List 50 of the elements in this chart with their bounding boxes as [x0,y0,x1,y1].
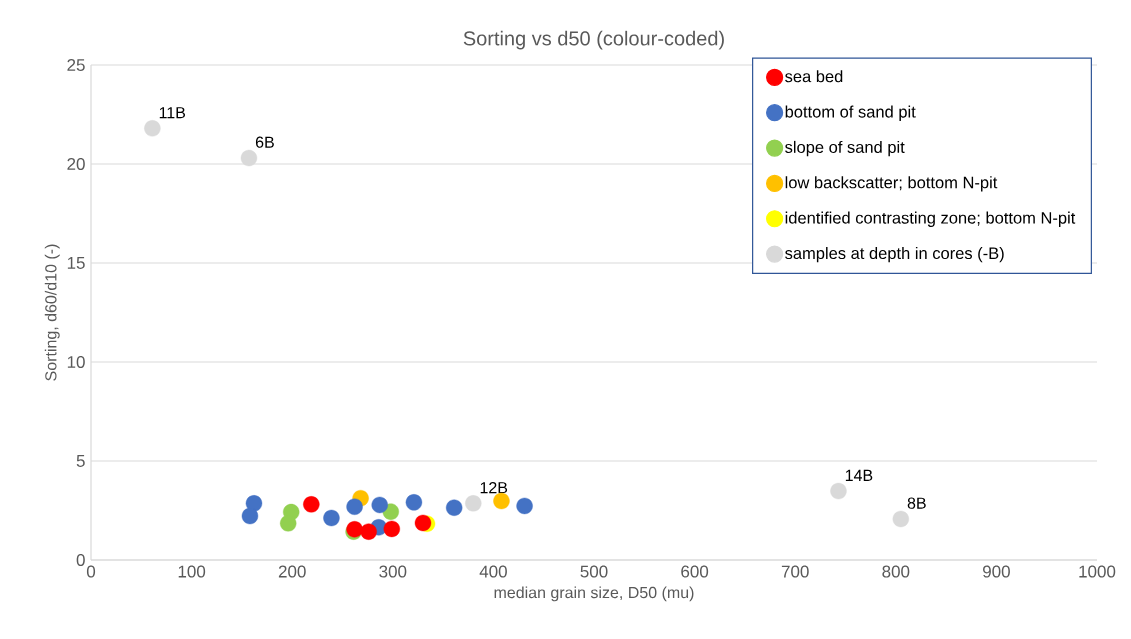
point [465,495,482,512]
x-tick-label: 500 [580,565,608,578]
point [360,523,377,540]
point [241,507,259,525]
y-tick-label: 25 [67,58,85,72]
y-axis-title: Sorting, d60/d10 (-) [44,244,60,381]
point [383,520,400,538]
y-tick-label: 0 [76,553,85,567]
legend-label: sea bed [785,70,843,83]
legend-label: slope of sand pit [785,140,905,157]
x-tick-label: 800 [882,565,910,578]
x-tick-label: 0 [86,565,96,578]
x-axis-title: median grain size, D50 (mu) [494,586,694,602]
x-tick-label: 400 [479,565,507,578]
legend-label: identified contrasting zone; bottom N-pit [785,211,1076,227]
y-tick-label: 10 [67,355,85,369]
point [323,509,340,527]
point [516,497,533,515]
legend-label: samples at depth in cores (-B) [785,246,1004,263]
annotation: 11B [159,107,186,119]
y-tick-label: 20 [67,157,85,171]
point [279,515,297,532]
point [445,499,463,516]
point [892,510,910,528]
x-tick-label: 600 [681,565,709,578]
point [414,514,432,532]
annotation: 6B [255,136,274,148]
x-tick-label: 900 [983,565,1010,578]
point [346,498,363,515]
point [830,482,847,500]
y-tick-label: 15 [67,257,85,269]
point [371,496,388,514]
annotation: 8B [907,497,926,509]
x-tick-label: 700 [781,565,809,578]
x-tick-label: 1000 [1079,565,1116,578]
point [405,494,423,511]
point [240,149,258,167]
point [303,496,320,513]
annotation: 14B [845,469,873,481]
point [493,492,510,510]
x-tick-label: 200 [278,565,306,578]
y-tick-label: 5 [76,455,85,467]
annotation: 12B [480,481,508,494]
legend-label: bottom of sand pit [785,105,916,121]
legend-label: low backscatter; bottom N-pit [785,176,998,192]
point [245,495,263,512]
chart-title: Sorting vs d50 (colour-coded) [463,30,724,50]
x-tick-label: 100 [178,565,206,578]
x-tick-label: 300 [379,565,407,578]
point [144,120,161,137]
